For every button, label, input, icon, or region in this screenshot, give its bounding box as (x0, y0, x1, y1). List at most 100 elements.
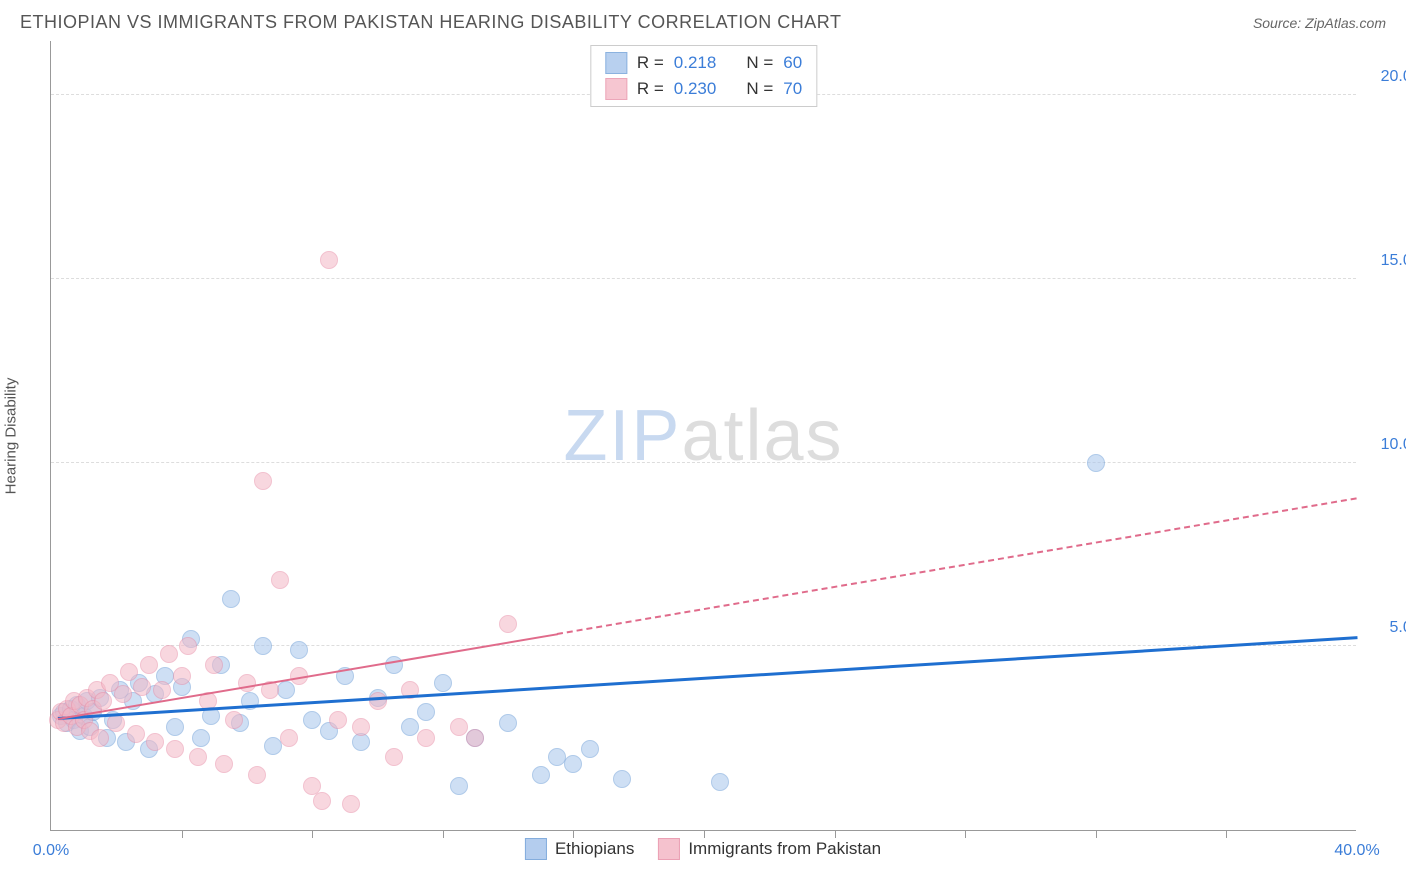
y-tick-label: 15.0% (1366, 252, 1406, 270)
series-legend: Ethiopians Immigrants from Pakistan (525, 838, 881, 860)
source-attribution: Source: ZipAtlas.com (1253, 15, 1386, 31)
x-tick (965, 830, 966, 838)
y-tick-label: 10.0% (1366, 436, 1406, 454)
scatter-point-ethiopians (564, 755, 582, 773)
x-tick (573, 830, 574, 838)
x-tick (312, 830, 313, 838)
scatter-point-ethiopians (264, 737, 282, 755)
legend-swatch (605, 52, 627, 74)
correlation-legend: R = 0.218 N = 60 R = 0.230 N = 70 (590, 45, 817, 107)
scatter-point-pakistan (313, 792, 331, 810)
scatter-point-ethiopians (166, 718, 184, 736)
scatter-point-ethiopians (277, 681, 295, 699)
scatter-point-ethiopians (450, 777, 468, 795)
legend-item-ethiopians: Ethiopians (525, 838, 634, 860)
legend-series-name: Ethiopians (555, 839, 634, 859)
scatter-point-pakistan (114, 685, 132, 703)
scatter-point-ethiopians (417, 703, 435, 721)
chart-plot-area: Hearing Disability ZIPatlas R =0.218N =6… (50, 41, 1356, 831)
scatter-point-pakistan (133, 678, 151, 696)
scatter-point-pakistan (127, 725, 145, 743)
scatter-point-pakistan (205, 656, 223, 674)
scatter-point-ethiopians (532, 766, 550, 784)
legend-item-pakistan: Immigrants from Pakistan (658, 838, 881, 860)
scatter-point-pakistan (225, 711, 243, 729)
legend-n-label: N = (746, 53, 773, 73)
chart-title: ETHIOPIAN VS IMMIGRANTS FROM PAKISTAN HE… (20, 12, 841, 33)
scatter-point-pakistan (248, 766, 266, 784)
scatter-point-ethiopians (1087, 454, 1105, 472)
y-axis-label: Hearing Disability (3, 377, 20, 494)
legend-r-label: R = (637, 79, 664, 99)
x-tick (1226, 830, 1227, 838)
scatter-point-pakistan (153, 681, 171, 699)
legend-row-pakistan: R = 0.230 N = 70 (605, 76, 802, 102)
scatter-point-pakistan (166, 740, 184, 758)
x-tick (182, 830, 183, 838)
scatter-point-ethiopians (385, 656, 403, 674)
trend-line (557, 497, 1357, 635)
scatter-point-pakistan (179, 637, 197, 655)
legend-r-value: 0.230 (674, 79, 717, 99)
x-tick (835, 830, 836, 838)
legend-n-value: 60 (783, 53, 802, 73)
scatter-plot (51, 41, 1356, 830)
legend-swatch (605, 78, 627, 100)
scatter-point-ethiopians (548, 748, 566, 766)
gridline (51, 645, 1356, 646)
legend-row-ethiopians: R = 0.218 N = 60 (605, 50, 802, 76)
legend-n-label: N = (746, 79, 773, 99)
scatter-point-pakistan (91, 729, 109, 747)
legend-r-value: 0.218 (674, 53, 717, 73)
legend-n-value: 70 (783, 79, 802, 99)
scatter-point-pakistan (466, 729, 484, 747)
scatter-point-ethiopians (192, 729, 210, 747)
scatter-point-pakistan (385, 748, 403, 766)
scatter-point-pakistan (160, 645, 178, 663)
scatter-point-pakistan (107, 714, 125, 732)
scatter-point-ethiopians (499, 714, 517, 732)
scatter-point-pakistan (238, 674, 256, 692)
chart-header: ETHIOPIAN VS IMMIGRANTS FROM PAKISTAN HE… (0, 0, 1406, 41)
scatter-point-pakistan (94, 692, 112, 710)
scatter-point-pakistan (146, 733, 164, 751)
scatter-point-pakistan (173, 667, 191, 685)
legend-r-label: R = (637, 53, 664, 73)
scatter-point-pakistan (254, 472, 272, 490)
scatter-point-ethiopians (581, 740, 599, 758)
legend-swatch (525, 838, 547, 860)
scatter-point-ethiopians (222, 590, 240, 608)
scatter-point-pakistan (369, 692, 387, 710)
scatter-point-ethiopians (290, 641, 308, 659)
legend-swatch (658, 838, 680, 860)
y-tick-label: 5.0% (1366, 619, 1406, 637)
x-tick (1096, 830, 1097, 838)
source-prefix: Source: (1253, 15, 1305, 31)
scatter-point-ethiopians (613, 770, 631, 788)
scatter-point-pakistan (189, 748, 207, 766)
scatter-point-pakistan (352, 718, 370, 736)
scatter-point-pakistan (271, 571, 289, 589)
scatter-point-pakistan (499, 615, 517, 633)
x-tick-label: 0.0% (33, 842, 69, 860)
scatter-point-pakistan (120, 663, 138, 681)
source-name: ZipAtlas.com (1305, 15, 1386, 31)
gridline (51, 278, 1356, 279)
x-tick-label: 40.0% (1334, 842, 1379, 860)
scatter-point-ethiopians (303, 711, 321, 729)
scatter-point-ethiopians (401, 718, 419, 736)
scatter-point-ethiopians (254, 637, 272, 655)
scatter-point-pakistan (450, 718, 468, 736)
scatter-point-pakistan (280, 729, 298, 747)
scatter-point-ethiopians (434, 674, 452, 692)
scatter-point-pakistan (140, 656, 158, 674)
scatter-point-pakistan (417, 729, 435, 747)
scatter-point-pakistan (342, 795, 360, 813)
scatter-point-ethiopians (711, 773, 729, 791)
scatter-point-pakistan (320, 251, 338, 269)
x-tick (704, 830, 705, 838)
legend-series-name: Immigrants from Pakistan (688, 839, 881, 859)
y-tick-label: 20.0% (1366, 68, 1406, 86)
gridline (51, 462, 1356, 463)
x-tick (443, 830, 444, 838)
